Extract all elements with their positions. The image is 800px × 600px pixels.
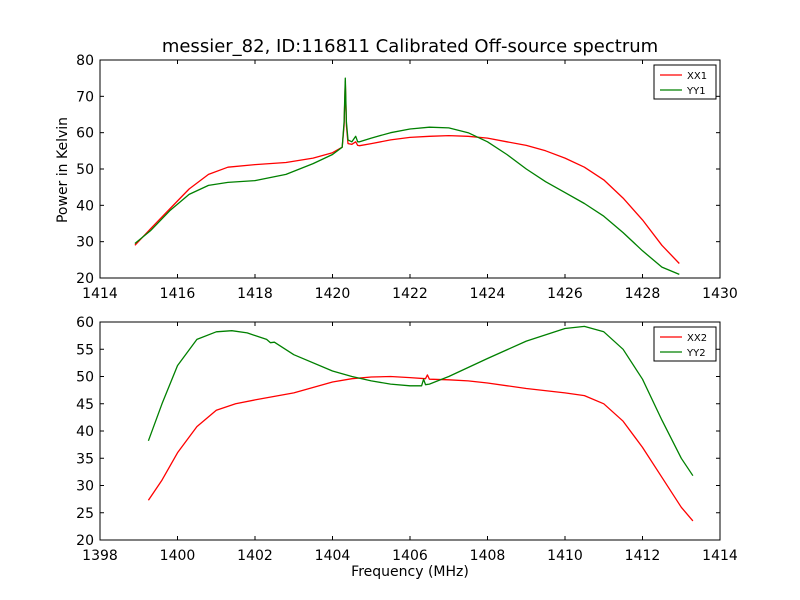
bottom-legend-label-xx2: XX2 xyxy=(687,333,707,344)
bottom-x-axis-label: Frequency (MHz) xyxy=(351,564,469,580)
bottom-plot: 1398 1400 1402 1404 1406 1408 1410 1412 1414 20 25… xyxy=(76,315,738,564)
top-y-tick-label: 60 xyxy=(76,126,94,142)
bottom-x-tick-label: 1404 xyxy=(315,548,351,564)
top-series-line-yy1 xyxy=(134,77,680,275)
top-legend-label-xx1: XX1 xyxy=(687,71,707,82)
top-x-tick-label: 1426 xyxy=(547,286,583,302)
bottom-y-tick-label: 50 xyxy=(76,370,94,386)
top-y-tick-label: 80 xyxy=(76,53,94,69)
bottom-y-tick-label: 40 xyxy=(76,424,94,440)
top-y-tick-label: 40 xyxy=(76,198,94,214)
bottom-x-tick-label: 1414 xyxy=(702,548,738,564)
bottom-legend-label-yy2: YY2 xyxy=(686,348,706,359)
bottom-series-line-xx2 xyxy=(147,374,694,522)
bottom-x-tick-label: 1408 xyxy=(470,548,506,564)
top-y-axis-label: Power in Kelvin xyxy=(55,117,71,223)
bottom-y-tick-label: 35 xyxy=(76,451,94,467)
chart-title: messier_82, ID:116811 Calibrated Off-sou… xyxy=(162,36,658,57)
bottom-x-tick-label: 1402 xyxy=(237,548,273,564)
bottom-legend-box xyxy=(653,326,717,362)
bottom-x-tick-label: 1400 xyxy=(160,548,196,564)
top-plot: 1414 1416 1418 1420 1422 1424 1426 1428 1430 20 30… xyxy=(76,53,738,302)
bottom-x-tick-label: 1412 xyxy=(625,548,661,564)
top-x-tick-label: 1420 xyxy=(315,286,351,302)
bottom-y-tick-label: 45 xyxy=(76,397,94,413)
top-series-line-xx1 xyxy=(134,81,680,264)
bottom-y-tick-label: 25 xyxy=(76,506,94,522)
top-x-tick-label: 1422 xyxy=(392,286,428,302)
bottom-y-tick-label: 60 xyxy=(76,315,94,331)
bottom-x-tick-label: 1398 xyxy=(82,548,118,564)
top-x-tick-label: 1428 xyxy=(625,286,661,302)
top-legend-box xyxy=(653,64,717,100)
top-y-tick-label: 30 xyxy=(76,235,94,251)
top-x-tick-label: 1416 xyxy=(160,286,196,302)
top-x-tick-label: 1414 xyxy=(82,286,118,302)
bottom-x-tick-label: 1410 xyxy=(547,548,583,564)
top-legend-label-yy1: YY1 xyxy=(686,86,706,97)
bottom-y-tick-label: 20 xyxy=(76,533,94,549)
top-x-tick-label: 1418 xyxy=(237,286,273,302)
top-y-tick-label: 50 xyxy=(76,162,94,178)
top-x-tick-label: 1430 xyxy=(702,286,738,302)
bottom-y-tick-label: 55 xyxy=(76,342,94,358)
top-y-tick-label: 20 xyxy=(76,271,94,287)
bottom-series-line-yy2 xyxy=(147,325,694,477)
top-x-tick-label: 1424 xyxy=(470,286,506,302)
bottom-x-tick-label: 1406 xyxy=(392,548,428,564)
bottom-y-tick-label: 30 xyxy=(76,479,94,495)
top-y-tick-label: 70 xyxy=(76,89,94,105)
